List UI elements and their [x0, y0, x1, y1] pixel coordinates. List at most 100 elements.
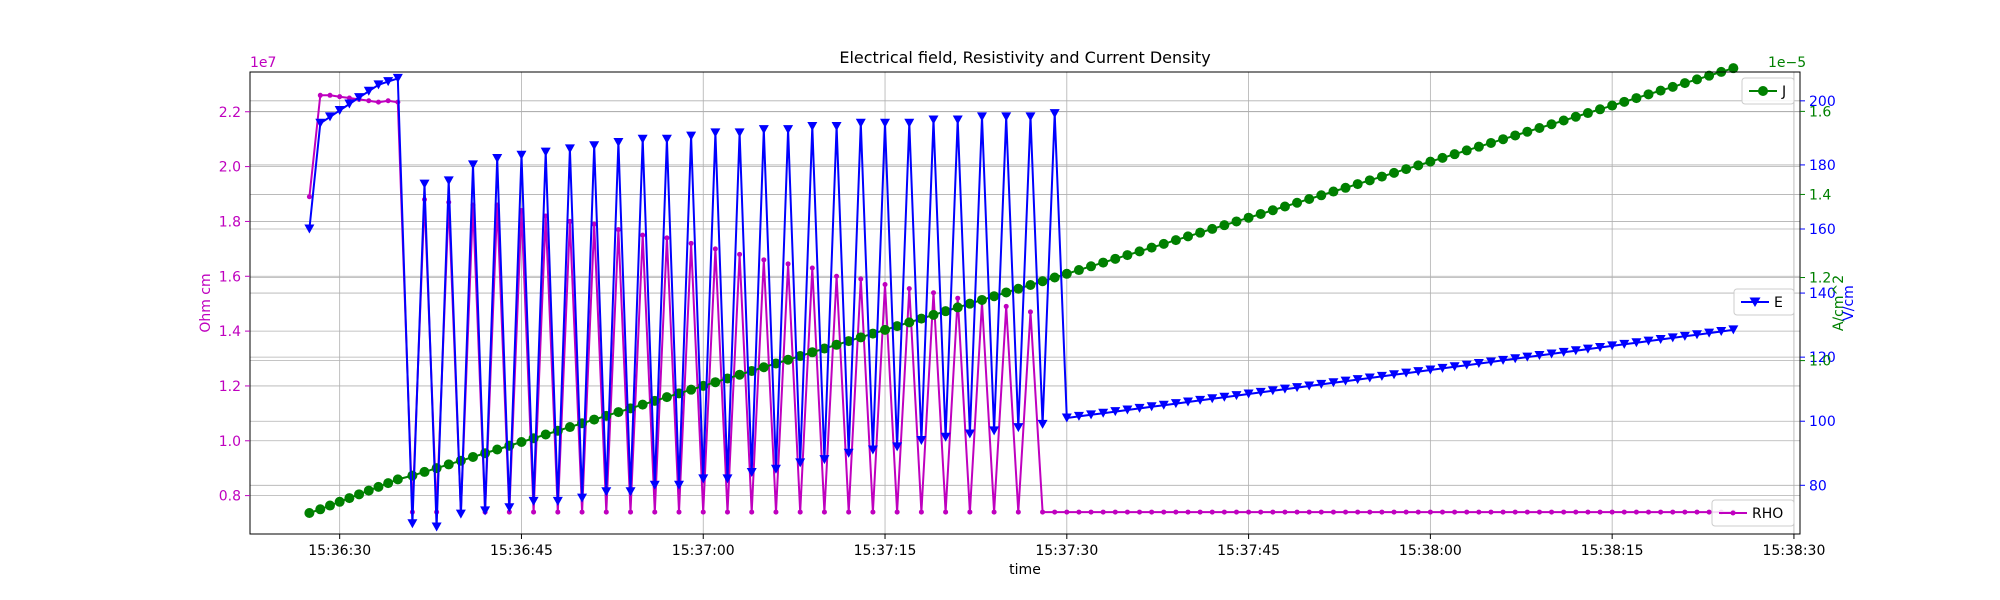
series-e-point	[1304, 381, 1315, 391]
series-e-point	[1352, 375, 1363, 385]
series-rho-point	[1161, 509, 1167, 515]
series-rho-point	[870, 509, 876, 515]
series-rho-point	[567, 218, 573, 224]
x-tick-label: 15:38:15	[1581, 543, 1644, 559]
series-j-point	[1158, 238, 1169, 249]
series-e-point	[855, 118, 866, 128]
plot-frame	[249, 71, 1801, 535]
series-j-point	[1449, 149, 1460, 160]
series-j-point	[1655, 85, 1666, 96]
series-rho-point	[1367, 509, 1373, 515]
series-e-point	[1679, 331, 1690, 341]
series-j-point	[1728, 63, 1739, 74]
series-rho-point	[1149, 509, 1155, 515]
series-rho-point	[773, 509, 779, 515]
series-j-point	[589, 414, 600, 425]
series-e-point	[431, 522, 442, 532]
series-rho-point	[894, 509, 900, 515]
series-e-point	[1716, 327, 1727, 337]
series-rho-point	[317, 92, 323, 98]
e-tick-label: 200	[1809, 94, 1836, 110]
series-e-point	[540, 147, 551, 157]
series-j-point	[1619, 96, 1630, 107]
series-e-point	[1619, 339, 1630, 349]
series-j-point	[1061, 268, 1072, 279]
rho-tick-label: 1.2	[219, 379, 241, 395]
series-e-point	[746, 467, 757, 477]
series-e-point	[1279, 384, 1290, 394]
series-e-point	[1595, 343, 1606, 353]
series-e-point	[1025, 112, 1036, 122]
series-j-point	[964, 298, 975, 309]
series-rho-point	[375, 99, 381, 105]
series-j-point	[758, 362, 769, 373]
series-rho-point	[1549, 509, 1555, 515]
series-rho-point	[1052, 509, 1058, 515]
series-j-point	[1534, 122, 1545, 133]
series-j-point	[904, 317, 915, 328]
series-rho-point	[906, 286, 912, 292]
series-j-point	[1376, 171, 1387, 182]
series-e-point	[1437, 363, 1448, 373]
series-rho-point	[1137, 509, 1143, 515]
series-e-point	[831, 121, 842, 131]
series-j-point	[976, 294, 987, 305]
series-rho-point	[1403, 509, 1409, 515]
series-rho-point	[712, 246, 718, 252]
series-j-point	[1207, 223, 1218, 234]
series-e-point	[480, 506, 491, 516]
series-j-point	[324, 500, 335, 511]
series-j-point	[795, 351, 806, 362]
series-j-point	[383, 478, 394, 489]
chart-title: Electrical field, Resistivity and Curren…	[839, 48, 1210, 67]
series-rho-point	[1706, 509, 1712, 515]
series-rho-point	[785, 261, 791, 267]
series-e-point	[783, 125, 794, 135]
series-j-point	[1328, 186, 1339, 197]
series-rho-point	[1646, 509, 1652, 515]
series-j-point	[989, 291, 1000, 302]
series-e-point	[1364, 373, 1375, 383]
series-j-point	[1292, 197, 1303, 208]
series-j-point	[492, 444, 503, 455]
series-e-point	[504, 503, 515, 513]
series-j-point	[1485, 137, 1496, 148]
series-rho-point	[688, 240, 694, 246]
series-e-point	[1086, 410, 1097, 420]
series-e-point	[710, 128, 721, 138]
series-e-point	[1134, 403, 1145, 413]
series-e-point	[1158, 400, 1169, 410]
series-e-point	[1425, 365, 1436, 375]
series-e-point	[1558, 347, 1569, 357]
series-e-point	[304, 224, 315, 234]
series-e-point	[686, 131, 697, 141]
series-rho-point	[967, 509, 973, 515]
rho-tick-label: 1.8	[219, 214, 241, 230]
series-e-point	[1255, 387, 1266, 397]
series-rho-point	[591, 221, 597, 227]
legend-j-marker	[1758, 86, 1768, 96]
series-rho-point	[1088, 509, 1094, 515]
series-rho-point	[821, 509, 827, 515]
series-e-point	[419, 179, 430, 189]
series-e-point	[1413, 367, 1424, 377]
series-e-point	[928, 115, 939, 125]
series-e-point	[577, 493, 588, 503]
series-rho-point	[531, 509, 537, 515]
series-j-point	[1643, 89, 1654, 100]
series-j-point	[1086, 261, 1097, 272]
legend-j: J	[1741, 77, 1795, 105]
series-e-point	[564, 144, 575, 154]
series-j-point	[516, 436, 527, 447]
series-j-point	[344, 493, 355, 504]
series-e-point	[637, 134, 648, 144]
series-e-point	[1292, 383, 1303, 393]
series-rho-point	[1209, 509, 1215, 515]
series-rho-point	[555, 509, 561, 515]
series-e-point	[354, 93, 365, 103]
series-j-point	[1279, 201, 1290, 212]
series-rho-point	[1330, 509, 1336, 515]
series-rho-point	[1112, 509, 1118, 515]
series-e-point	[1667, 333, 1678, 343]
